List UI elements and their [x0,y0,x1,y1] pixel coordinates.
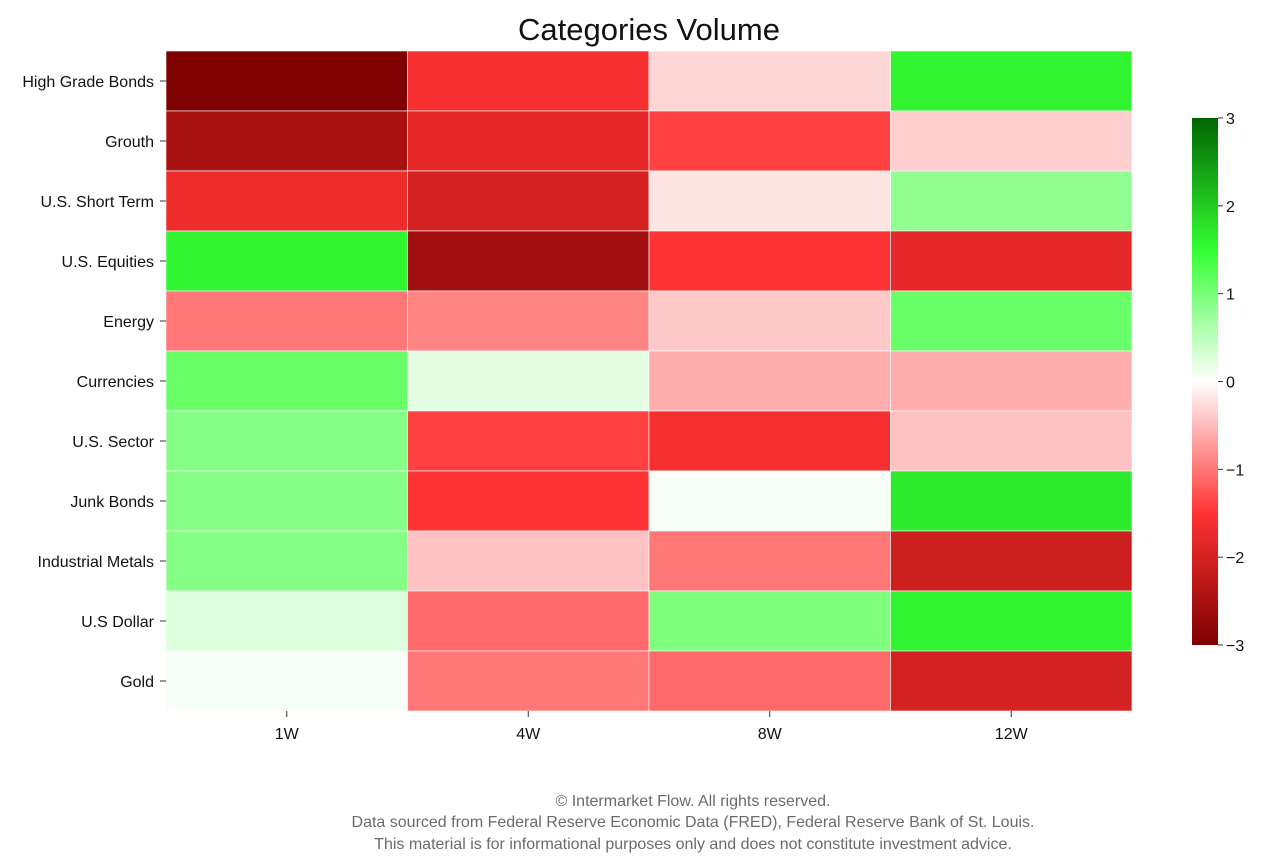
heatmap-cell [407,410,650,472]
heatmap-cell [648,50,891,112]
heatmap-cell [648,590,891,652]
heatmap-cell [890,290,1133,352]
heatmap-cell [407,230,650,292]
column-label: 1W [275,726,300,743]
heatmap-cell [648,170,891,232]
chart-title: Categories Volume [518,12,780,47]
row-label: Industrial Metals [38,554,155,571]
colorbar-tick-label: −3 [1226,638,1244,655]
colorbar-ticks: 3 2 1 0 −1 −2 −3 [1218,111,1244,655]
heatmap-cell [407,530,650,592]
row-label: U.S Dollar [81,614,155,631]
heatmap-cell [165,530,408,592]
heatmap-cell [407,650,650,712]
column-label: 8W [758,726,783,743]
row-label: Energy [103,314,154,331]
heatmap-cell [890,50,1133,112]
heatmap-cell [407,50,650,112]
colorbar-tick-label: 0 [1226,375,1235,392]
heatmap-cell [890,110,1133,172]
colorbar-tick-label: 3 [1226,111,1235,128]
heatmap-cell [890,170,1133,232]
column-label: 12W [995,726,1029,743]
colorbar-tick-label: −1 [1226,462,1244,479]
colorbar-tick-label: −2 [1226,550,1244,567]
heatmap-cell [890,410,1133,472]
heatmap-cell [165,50,408,112]
footer: © Intermarket Flow. All rights reserved.… [352,793,1035,853]
heatmap-cell [165,410,408,472]
heatmap-cell [890,230,1133,292]
heatmap-cell [648,470,891,532]
row-label: Currencies [77,374,154,391]
heatmap-cell [407,170,650,232]
heatmap-cell [165,350,408,412]
colorbar-tick-label: 1 [1226,287,1235,304]
colorbar-tick-label: 2 [1226,199,1235,216]
heatmap-cell [648,650,891,712]
heatmap-cell [890,530,1133,592]
row-label: U.S. Short Term [40,194,154,211]
footer-copyright: © Intermarket Flow. All rights reserved. [556,793,831,810]
heatmap-cell [648,410,891,472]
colorbar: 3 2 1 0 −1 −2 −3 [1192,111,1244,655]
row-label: Gold [120,674,154,691]
heatmap-cell [165,470,408,532]
column-labels: 1W 4W 8W 12W [275,711,1029,743]
row-label: Junk Bonds [70,494,154,511]
heatmap-cell [407,350,650,412]
row-label: Grouth [105,134,154,151]
heatmap-cell [165,110,408,172]
row-label: High Grade Bonds [22,74,154,91]
footer-disclaimer: This material is for informational purpo… [374,836,1012,853]
heatmap-cell [890,650,1133,712]
heatmap-cell [407,470,650,532]
heatmap-cell [648,110,891,172]
heatmap-cell [648,230,891,292]
heatmap-cell [890,470,1133,532]
footer-source: Data sourced from Federal Reserve Econom… [352,814,1035,831]
colorbar-gradient [1192,118,1218,645]
heatmap-cell [407,110,650,172]
heatmap-cells [165,50,1133,712]
heatmap-cell [165,170,408,232]
heatmap-cell [407,590,650,652]
heatmap-cell [890,350,1133,412]
heatmap-cell [165,590,408,652]
heatmap-cell [165,650,408,712]
heatmap-cell [407,290,650,352]
row-label: U.S. Equities [62,254,154,271]
heatmap-cell [648,350,891,412]
heatmap-cell [165,230,408,292]
column-label: 4W [516,726,541,743]
row-label: U.S. Sector [72,434,154,451]
heatmap-cell [648,290,891,352]
heatmap-cell [648,530,891,592]
heatmap-cell [890,590,1133,652]
row-labels: High Grade Bonds Grouth U.S. Short Term U.S… [22,74,166,691]
heatmap-cell [165,290,408,352]
